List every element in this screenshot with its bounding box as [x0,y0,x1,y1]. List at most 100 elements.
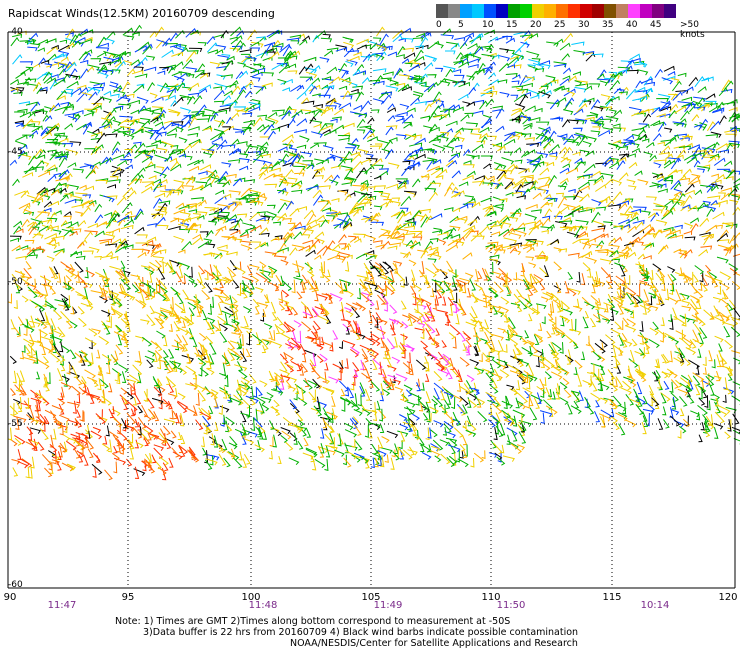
wind-barb [450,233,461,239]
lat-label: -60 [8,580,23,590]
wind-barb [388,162,400,169]
wind-barb [594,410,601,423]
wind-barb [431,355,441,365]
wind-barb [572,135,582,143]
wind-barb [661,371,672,378]
wind-barb [506,434,511,445]
wind-barb [17,449,22,460]
wind-barb [51,235,65,240]
wind-barb [485,372,494,384]
wind-barb [84,148,96,153]
wind-barb [517,423,526,437]
wind-barb [622,197,631,204]
wind-barb [75,211,84,217]
wind-barb [352,205,364,211]
wind-barb [165,85,177,90]
wind-barb [21,345,26,353]
wind-barb [687,205,698,212]
wind-barb [563,146,573,157]
wind-barb [712,211,725,220]
wind-barb [694,288,704,299]
wind-barb [440,405,448,415]
wind-barb [434,295,439,306]
wind-barb [728,140,740,146]
wind-barb [600,172,614,179]
wind-barb [398,345,406,354]
lon-label: 120 [718,592,738,603]
wind-barb [514,229,527,237]
wind-barb [503,344,508,353]
wind-barb [94,230,105,238]
wind-barb [178,137,188,144]
wind-barb [351,160,363,172]
wind-barb [193,295,201,305]
wind-barb [77,306,85,315]
wind-barb [678,145,692,150]
wind-barb [279,275,285,286]
wind-barb [300,363,309,373]
wind-barb [485,61,496,72]
wind-barb [608,71,618,77]
wind-barb [450,136,460,143]
wind-barb [270,406,279,414]
wind-barb [305,427,312,438]
wind-barb [351,374,356,386]
wind-barb [333,449,345,457]
wind-barb [345,80,358,89]
wind-barb [223,386,228,399]
wind-barb [319,376,330,385]
wind-barb [130,274,141,281]
wind-barb [103,124,112,130]
wind-barb [311,367,322,380]
wind-barb [27,155,37,166]
wind-barb [401,58,410,64]
wind-barb [206,42,218,53]
wind-barb [157,206,167,212]
wind-barb [568,188,576,194]
wind-barb [343,457,352,468]
wind-barb [507,325,514,337]
wind-barb [453,59,464,66]
wind-barb [681,96,693,101]
wind-barb [151,139,162,145]
wind-barb [484,68,492,76]
wind-barb [712,141,720,150]
wind-barb [404,52,416,60]
wind-barb [96,132,107,144]
wind-barb [69,34,79,45]
wind-barb [546,224,555,230]
wind-barb [718,311,730,322]
wind-barb [449,357,455,371]
wind-barb [134,360,143,367]
wind-barb [248,264,260,271]
wind-barb [432,159,442,165]
wind-barb [243,454,251,465]
wind-barb [234,177,246,182]
footnote-line-2: 3)Data buffer is 22 hrs from 20160709 4)… [143,627,579,638]
wind-barb [376,400,381,410]
wind-barb [337,159,346,167]
wind-barb [286,139,295,148]
wind-barb [374,53,385,61]
wind-barb [570,405,582,414]
wind-barb [567,287,581,295]
wind-barb [555,282,562,294]
wind-barb [178,71,192,78]
wind-barb [368,422,381,429]
wind-barb [11,245,22,252]
wind-barb [214,175,226,183]
wind-barb [372,80,385,85]
wind-barb [353,393,358,407]
wind-barb [719,359,724,368]
wind-barb [361,348,369,360]
wind-barb [133,84,145,94]
wind-barb [153,411,160,422]
wind-barb [96,69,108,75]
wind-barb [422,159,435,164]
wind-barb [484,319,490,330]
wind-barb [418,36,429,49]
wind-barb [261,82,273,87]
wind-barb [41,283,53,290]
wind-barb [20,190,30,198]
wind-barb [117,51,127,63]
